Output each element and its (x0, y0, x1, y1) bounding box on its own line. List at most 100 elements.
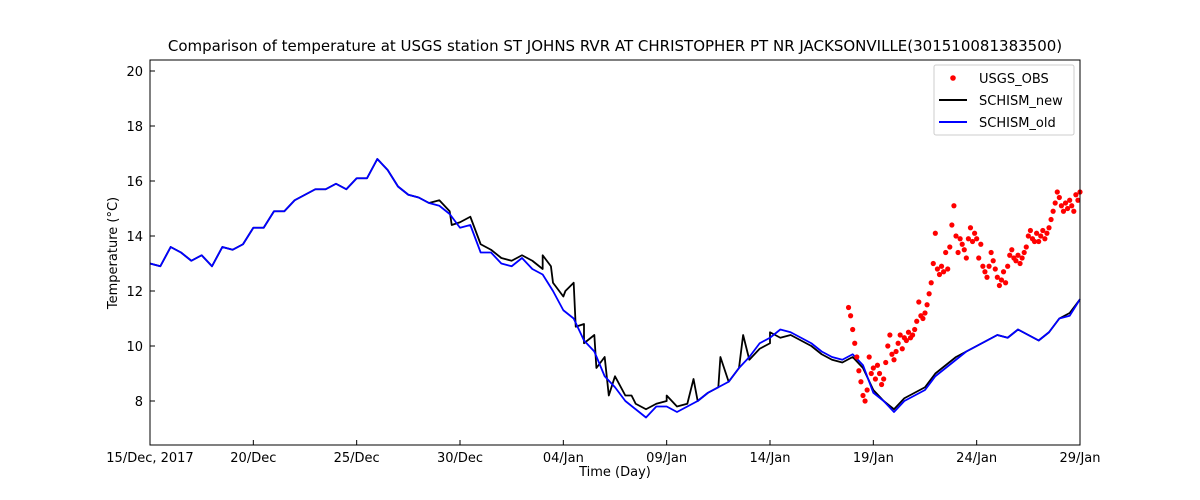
data-point (920, 315, 926, 322)
data-point (876, 370, 883, 377)
axes-frame (149, 59, 1081, 446)
data-point (969, 238, 976, 245)
data-point (1065, 205, 1071, 212)
series-line-schism-old (149, 158, 1081, 419)
data-point (1058, 203, 1064, 209)
plot-area (150, 60, 1080, 445)
data-point (934, 266, 941, 272)
data-point (893, 348, 899, 355)
data-point (848, 313, 854, 319)
data-point (864, 387, 870, 393)
legend-label: SCHISM_old (979, 116, 1056, 131)
data-point (850, 326, 856, 333)
data-point (988, 249, 994, 256)
data-point (992, 266, 998, 272)
data-point (955, 249, 961, 256)
data-point (1005, 263, 1011, 269)
x-axis-title: Time (Day) (578, 465, 651, 480)
data-point (928, 280, 934, 286)
data-point (872, 376, 879, 382)
data-point (1073, 192, 1079, 198)
data-point (943, 249, 949, 256)
axes-layer (149, 59, 1081, 446)
data-point (976, 255, 982, 261)
data-point (990, 258, 996, 264)
x-tick-label: 09/Jan (646, 451, 687, 466)
series-layer (149, 158, 1083, 419)
data-point (1044, 230, 1050, 236)
data-point (984, 274, 990, 280)
data-point (957, 236, 963, 242)
data-point (994, 274, 1000, 280)
data-point (1054, 189, 1060, 195)
legend-label: SCHISM_new (979, 94, 1063, 109)
data-point (949, 222, 955, 228)
data-point (1019, 255, 1025, 261)
data-point (874, 362, 881, 368)
data-point (1021, 249, 1027, 256)
legend: USGS_OBS SCHISM_new SCHISM_old (933, 64, 1075, 136)
ticks-layer: 15/Dec, 2017 20/Dec 25/Dec 30/Dec 04/Jan 09/J… (106, 65, 1100, 466)
data-point (963, 255, 969, 261)
x-tick-label: 04/Jan (543, 451, 584, 466)
data-point (1075, 197, 1081, 203)
y-tick-label: 20 (126, 65, 143, 80)
data-point (936, 271, 943, 278)
data-point (924, 302, 930, 308)
legend-marker (950, 75, 956, 81)
y-tick-label: 16 (126, 175, 143, 190)
x-tick-label: 15/Dec, 2017 (106, 451, 193, 466)
data-point (932, 230, 938, 236)
data-point (905, 329, 912, 335)
data-point (1036, 238, 1042, 245)
data-point (897, 332, 903, 338)
x-tick-label: 20/Dec (230, 451, 276, 466)
y-axis-title: Temperature (°C) (106, 197, 121, 310)
data-point (953, 233, 959, 239)
data-point (974, 236, 980, 242)
data-point (1025, 233, 1031, 239)
data-point (889, 351, 895, 357)
data-point (852, 340, 858, 346)
data-point (910, 332, 916, 338)
data-point (926, 291, 932, 297)
data-point (895, 340, 901, 346)
y-tick-label: 18 (126, 120, 143, 135)
y-tick-label: 10 (126, 340, 143, 355)
data-point (1062, 200, 1069, 206)
data-point (959, 241, 965, 247)
data-point (941, 269, 947, 275)
chart-title: Comparison of temperature at USGS statio… (168, 37, 1062, 55)
data-point (885, 343, 891, 349)
plot-background (150, 60, 1080, 445)
x-tick-label: 24/Jan (956, 451, 997, 466)
data-point (945, 266, 951, 272)
data-point (996, 282, 1003, 289)
x-tick-label: 29/Jan (1060, 451, 1101, 466)
data-point (881, 376, 887, 382)
data-point (860, 392, 866, 399)
data-point (1027, 227, 1033, 234)
legend-label: USGS_OBS (979, 72, 1049, 87)
data-point (1017, 260, 1023, 267)
data-point (916, 299, 922, 305)
data-point (903, 337, 910, 344)
x-tick-label: 19/Jan (853, 451, 894, 466)
data-point (1000, 269, 1007, 275)
data-point (866, 354, 872, 360)
data-point (1046, 225, 1052, 231)
data-point (922, 310, 928, 316)
data-point (1007, 252, 1013, 258)
data-point (1015, 252, 1021, 258)
data-point (862, 398, 868, 404)
data-point (1060, 208, 1067, 214)
y-tick-label: 14 (126, 230, 143, 245)
x-tick-label: 25/Dec (334, 451, 380, 466)
data-point (1013, 258, 1019, 264)
data-point (947, 244, 953, 250)
data-point (854, 354, 860, 360)
data-point (967, 225, 974, 231)
legend-box (933, 64, 1075, 136)
data-point (1050, 208, 1056, 214)
data-point (912, 326, 918, 333)
